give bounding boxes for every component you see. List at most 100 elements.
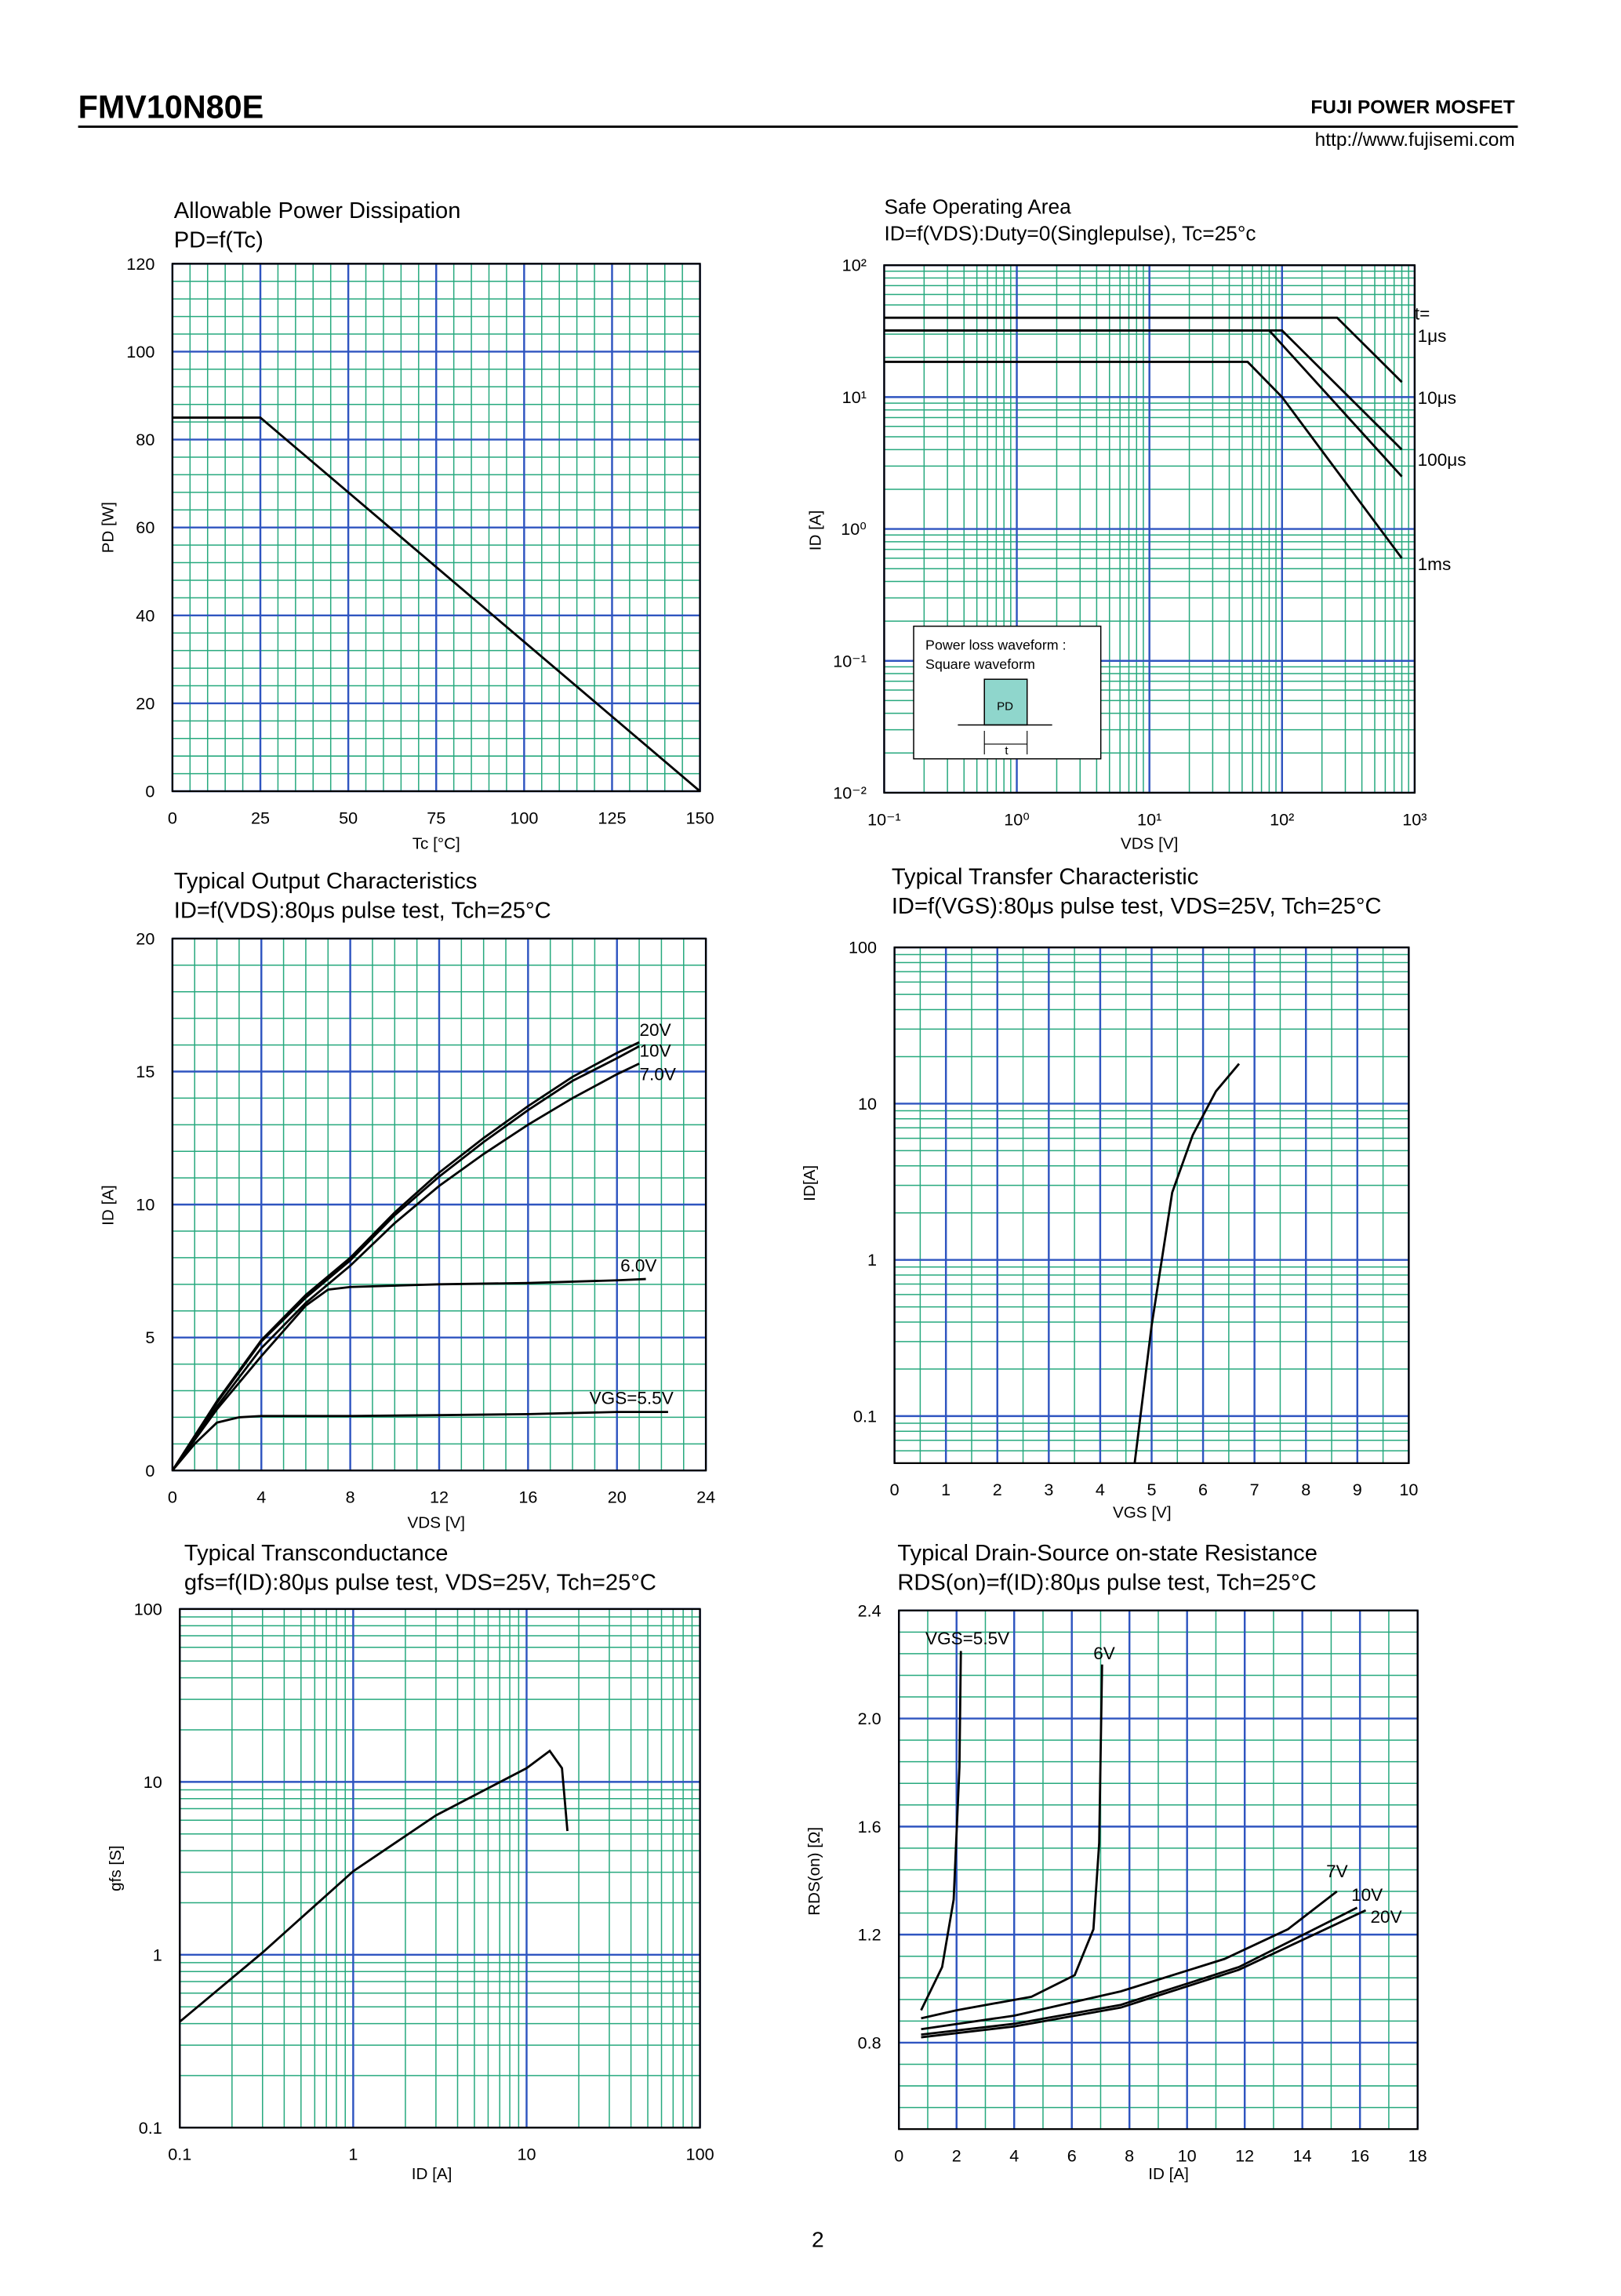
data-line — [172, 416, 701, 793]
x-tick-label: 7 — [1250, 1480, 1259, 1499]
y-tick-label: 20 — [136, 928, 154, 948]
series-label: 1μs — [1418, 326, 1447, 346]
x-tick-label: 24 — [696, 1488, 715, 1507]
y-tick-label: 10 — [136, 1195, 154, 1215]
y-tick-label: 15 — [136, 1062, 154, 1081]
x-tick-label: 16 — [518, 1488, 537, 1507]
x-tick-label: 1 — [348, 2145, 358, 2164]
plot-frame — [898, 1609, 1419, 2131]
chart: 0 1 2 3 4 5 6 7 8 9 10 0.1 1 10 100 Typical Transfer Ch… — [801, 864, 1418, 1521]
x-tick-label: 0 — [168, 1488, 177, 1507]
chart-title: Typical Output Characteristics — [174, 869, 478, 894]
y-tick-label: 1.6 — [858, 1817, 881, 1836]
y-tick-label: 1 — [153, 1945, 162, 1964]
series-label: 1ms — [1418, 554, 1452, 574]
series-label: 7.0V — [640, 1064, 676, 1084]
x-tick-label: 100 — [686, 2145, 714, 2164]
y-tick-label: 10¹ — [842, 387, 867, 407]
annotation: t= — [1415, 304, 1430, 324]
plot-area — [180, 1608, 700, 2128]
data-line — [179, 1749, 569, 2023]
series-label: 20V — [640, 1020, 671, 1040]
x-tick-label: 18 — [1408, 2146, 1427, 2166]
data-line — [920, 1651, 962, 2011]
x-axis-label: ID [A] — [412, 2165, 452, 2183]
x-tick-label: 12 — [430, 1488, 449, 1507]
chart-subtitle: ID=f(VGS):80μs pulse test, VDS=25V, Tch=… — [892, 894, 1382, 919]
x-axis-label: ID [A] — [1148, 2165, 1189, 2183]
series-label: 10V — [640, 1041, 671, 1060]
data-line — [921, 1664, 1103, 2020]
data-line — [921, 1890, 1338, 2031]
x-tick-label: 0 — [894, 2146, 903, 2166]
plot-frame — [171, 263, 701, 793]
y-tick-label: 0.8 — [858, 2033, 881, 2052]
pulse — [983, 678, 1028, 726]
y-tick-label: 10⁻² — [833, 783, 867, 802]
data-line — [171, 1411, 668, 1472]
chart: 0.1 1 10 100 0.1 1 10 100 Typical Transconductan… — [107, 1541, 714, 2183]
chart-title: Allowable Power Dissipation — [174, 198, 461, 223]
x-tick-label: 10³ — [1402, 809, 1427, 829]
x-tick-label: 2 — [993, 1480, 1002, 1499]
plot-frame — [893, 946, 1410, 1464]
data-line — [884, 329, 1403, 478]
x-tick-label: 125 — [598, 808, 626, 827]
y-tick-label: 0 — [145, 782, 154, 801]
x-tick-label: 10 — [1399, 1480, 1418, 1499]
y-axis-label: RDS(on) [Ω] — [805, 1827, 823, 1916]
chart-title: Typical Transconductance — [184, 1541, 449, 1566]
x-tick-label: 10⁻¹ — [867, 809, 901, 829]
chart-subtitle: ID=f(VDS):80μs pulse test, Tch=25°C — [174, 899, 551, 924]
chart: 0 2 4 6 8 10 12 14 16 18 0.8 1.2 1.6 2.0 2.4 VGS=5.5V 6V… — [805, 1541, 1427, 2183]
series-label: VGS=5.5V — [925, 1629, 1009, 1648]
waveform-inset: t= Power loss waveform : Square waveform… — [913, 304, 1430, 760]
series-label: 6V — [1093, 1644, 1115, 1663]
x-tick-label: 0 — [168, 808, 177, 827]
plot-frame — [171, 937, 707, 1472]
data-line — [171, 1063, 640, 1472]
annotation: PD — [997, 700, 1013, 714]
y-tick-label: 2.0 — [858, 1709, 881, 1728]
data-line — [171, 1277, 646, 1472]
y-tick-label: 1 — [867, 1250, 877, 1270]
x-tick-label: 4 — [1096, 1480, 1105, 1499]
series-label: 6.0V — [620, 1256, 656, 1276]
x-tick-label: 9 — [1353, 1480, 1362, 1499]
data-line — [171, 1045, 640, 1472]
chart-title: Safe Operating Area — [884, 194, 1071, 218]
y-tick-label: 1.2 — [858, 1925, 881, 1945]
x-tick-label: 10 — [517, 2145, 536, 2164]
plot-frame — [179, 1608, 701, 2129]
page-number: 2 — [812, 2227, 824, 2252]
data-line — [921, 1906, 1358, 2036]
x-tick-label: 16 — [1350, 2146, 1369, 2166]
x-tick-label: 12 — [1235, 2146, 1254, 2166]
series-label: 10V — [1351, 1885, 1383, 1905]
x-tick-label: 4 — [1009, 2146, 1019, 2166]
brand: FUJI POWER MOSFET — [1310, 97, 1514, 118]
x-tick-label: 8 — [1125, 2146, 1134, 2166]
chart-subtitle: ID=f(VDS):Duty=0(Singlepulse), Tc=25°c — [884, 221, 1256, 245]
y-tick-label: 100 — [134, 1599, 162, 1618]
charts: 0 25 50 75 100 125 150020406080100120Allowable… — [100, 194, 1467, 2183]
y-tick-label: 10⁻¹ — [833, 651, 867, 670]
x-tick-label: 10¹ — [1137, 809, 1161, 829]
data-line — [884, 361, 1403, 559]
x-axis-label: VDS [V] — [1121, 834, 1178, 852]
url: http://www.fujisemi.com — [1315, 129, 1515, 151]
y-axis-label: gfs [S] — [107, 1845, 125, 1891]
x-tick-label: 8 — [346, 1488, 355, 1507]
x-tick-label: 14 — [1293, 2146, 1312, 2166]
x-tick-label: 0 — [890, 1480, 900, 1499]
y-axis-label: ID[A] — [801, 1165, 819, 1201]
y-tick-label: 10 — [144, 1772, 162, 1792]
y-tick-label: 10⁰ — [841, 519, 867, 539]
y-tick-label: 100 — [849, 938, 877, 957]
x-tick-label: 25 — [251, 808, 270, 827]
plot-frame — [883, 264, 1416, 794]
x-axis-label: Tc [°C] — [413, 834, 460, 852]
data-line — [884, 316, 1403, 383]
x-tick-label: 8 — [1301, 1480, 1310, 1499]
y-axis-label: ID [A] — [807, 510, 825, 551]
